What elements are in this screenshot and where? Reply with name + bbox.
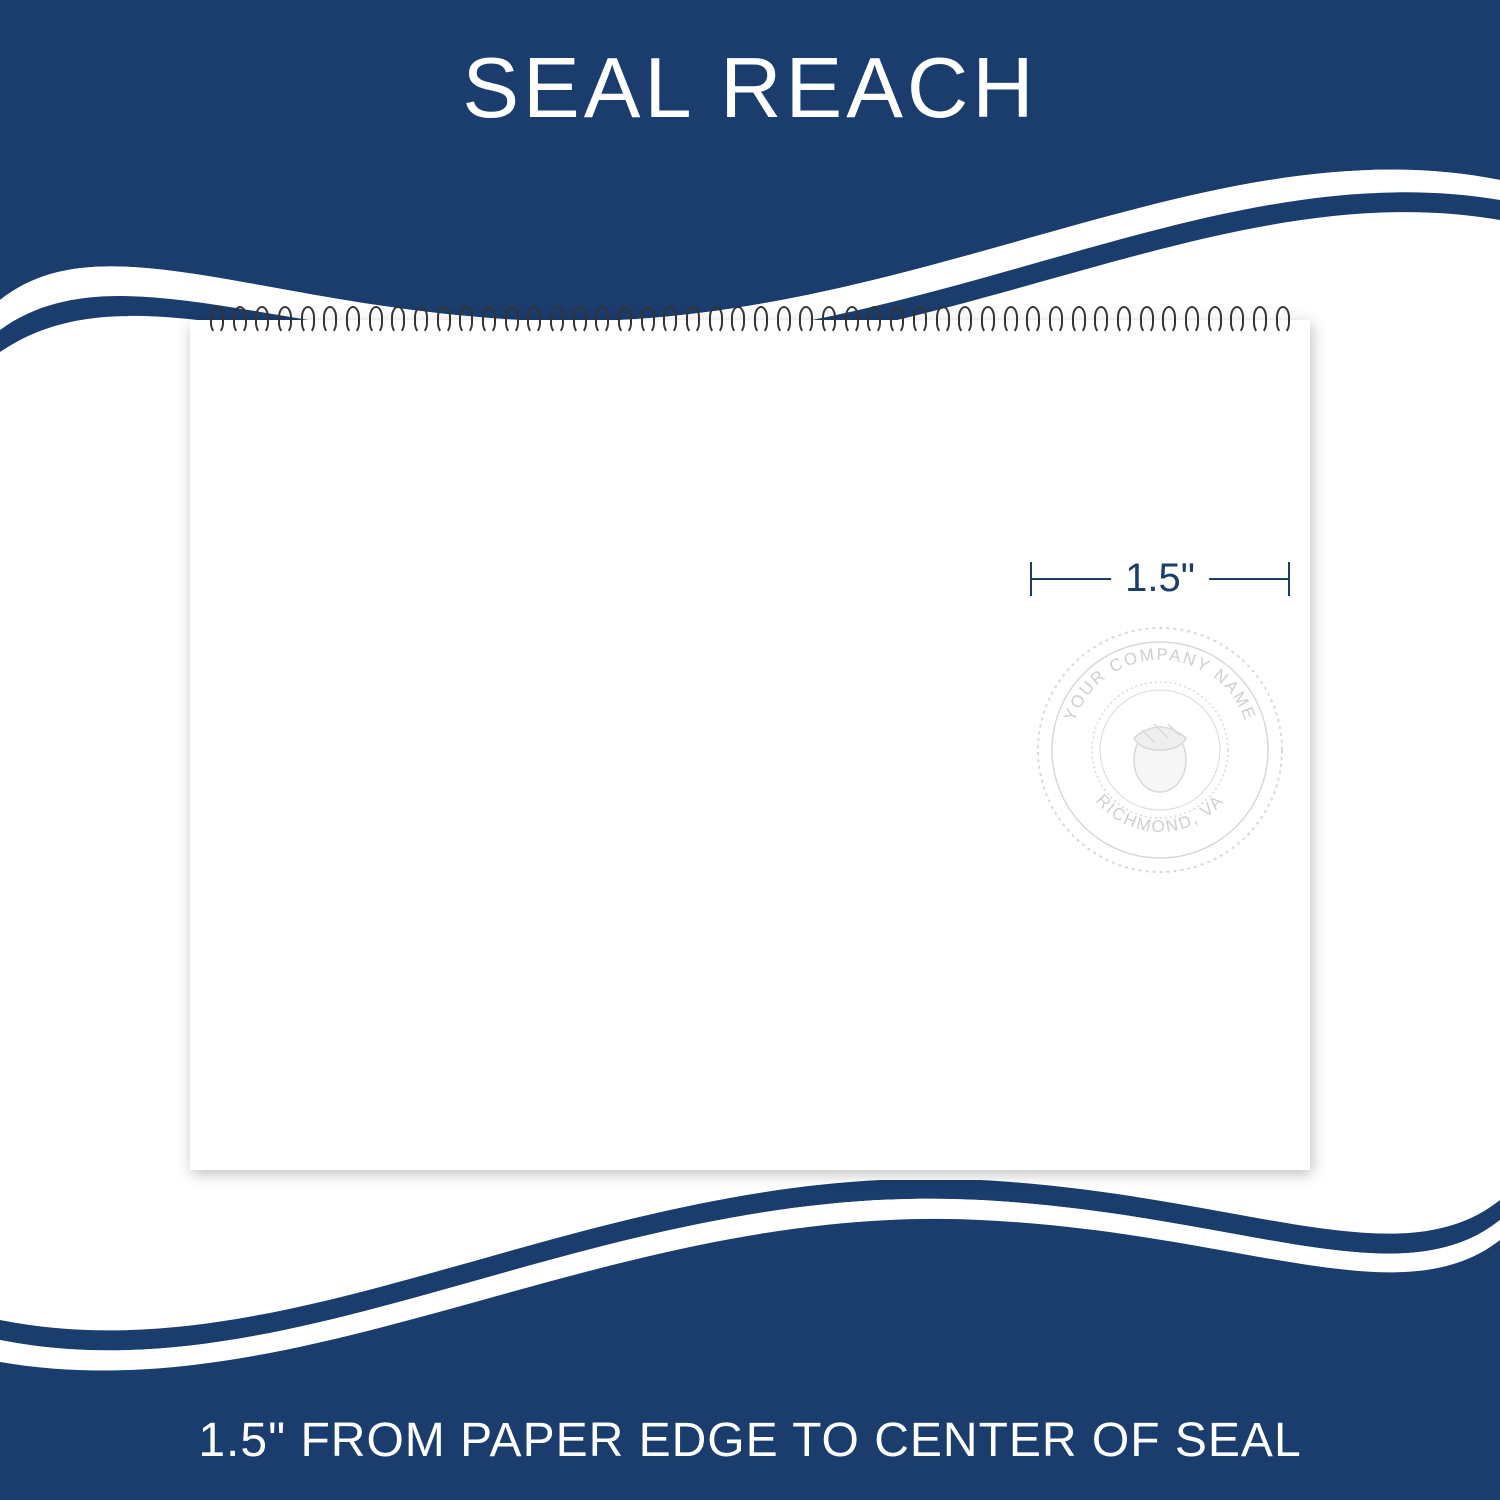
- measure-label: 1.5": [1111, 556, 1209, 601]
- spiral-loop: [618, 306, 632, 334]
- spiral-loop: [1049, 306, 1063, 334]
- spiral-loop: [1117, 306, 1131, 334]
- svg-text:YOUR COMPANY NAME: YOUR COMPANY NAME: [1060, 645, 1260, 724]
- spiral-loop: [391, 306, 405, 334]
- spiral-loop: [981, 306, 995, 334]
- embossed-seal: YOUR COMPANY NAME RICHMOND, VA: [1030, 620, 1290, 880]
- spiral-loop: [958, 306, 972, 334]
- spiral-loop: [731, 306, 745, 334]
- spiral-loop: [1072, 306, 1086, 334]
- spiral-loop: [1094, 306, 1108, 334]
- spiral-loop: [799, 306, 813, 334]
- spiral-loop: [1140, 306, 1154, 334]
- spiral-loop: [369, 306, 383, 334]
- spiral-loop: [1162, 306, 1176, 334]
- spiral-loop: [709, 306, 723, 334]
- spiral-loop: [301, 306, 315, 334]
- spiral-loop: [1208, 306, 1222, 334]
- spiral-loop: [867, 306, 881, 334]
- page-title: SEAL REACH: [0, 40, 1500, 138]
- spiral-loop: [482, 306, 496, 334]
- spiral-loop: [210, 306, 224, 334]
- spiral-loop: [1026, 306, 1040, 334]
- spiral-loop: [913, 306, 927, 334]
- footer-caption: 1.5" FROM PAPER EDGE TO CENTER OF SEAL: [0, 1413, 1500, 1468]
- spiral-loop: [595, 306, 609, 334]
- spiral-loop: [1185, 306, 1199, 334]
- spiral-loop: [505, 306, 519, 334]
- spiral-loop: [1004, 306, 1018, 334]
- spiral-loop: [323, 306, 337, 334]
- seal-bottom-text: RICHMOND, VA: [1092, 791, 1227, 837]
- spiral-loop: [459, 306, 473, 334]
- spiral-loop: [437, 306, 451, 334]
- spiral-loop: [822, 306, 836, 334]
- spiral-loop: [1276, 306, 1290, 334]
- spiral-loop: [1230, 306, 1244, 334]
- spiral-loop: [550, 306, 564, 334]
- spiral-loop: [777, 306, 791, 334]
- spiral-loop: [278, 306, 292, 334]
- spiral-loop: [1253, 306, 1267, 334]
- spiral-loop: [255, 306, 269, 334]
- spiral-loop: [573, 306, 587, 334]
- spiral-loop: [890, 306, 904, 334]
- spiral-loop: [641, 306, 655, 334]
- measure-cap-right: [1288, 562, 1290, 596]
- reach-measurement: 1.5": [1030, 554, 1290, 604]
- svg-text:RICHMOND, VA: RICHMOND, VA: [1092, 791, 1227, 837]
- spiral-binding: [210, 306, 1290, 336]
- spiral-loop: [686, 306, 700, 334]
- spiral-loop: [936, 306, 950, 334]
- spiral-loop: [346, 306, 360, 334]
- spiral-loop: [845, 306, 859, 334]
- spiral-loop: [754, 306, 768, 334]
- notepad: 1.5" YOUR COMPANY NAME RI: [190, 320, 1310, 1170]
- spiral-loop: [663, 306, 677, 334]
- spiral-loop: [233, 306, 247, 334]
- spiral-loop: [414, 306, 428, 334]
- spiral-loop: [527, 306, 541, 334]
- seal-top-text: YOUR COMPANY NAME: [1060, 645, 1260, 724]
